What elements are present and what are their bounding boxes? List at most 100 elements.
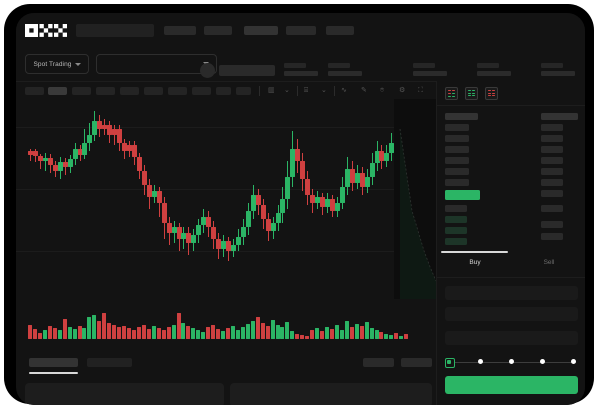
orderbook-row[interactable] (445, 146, 469, 153)
okx-logo-icon[interactable] (25, 24, 67, 37)
volume-bar (394, 333, 399, 339)
candle (364, 99, 370, 299)
slider-step-25[interactable] (478, 359, 483, 364)
candle (28, 99, 33, 299)
candle-body (181, 233, 187, 239)
orderbook-amount (541, 190, 563, 197)
orderbook-row[interactable] (445, 238, 467, 245)
pencil-icon[interactable]: ✎ (361, 87, 367, 94)
nav-item-2[interactable] (204, 26, 232, 35)
timeframe-button-6[interactable] (144, 87, 163, 95)
nav-item-1[interactable] (164, 26, 196, 35)
bottom-panel-2[interactable] (230, 383, 432, 405)
orderbook-best-price[interactable] (445, 190, 480, 200)
nav-item-4[interactable] (286, 26, 316, 35)
slider-handle[interactable] (445, 357, 455, 368)
nav-item-5[interactable] (326, 26, 354, 35)
candle (295, 99, 301, 299)
slider-step-100[interactable] (571, 359, 576, 364)
orderbook-amount (541, 205, 563, 212)
orderbook-row[interactable] (445, 157, 469, 164)
candle-body (151, 191, 157, 197)
timeframe-button-1[interactable] (25, 87, 44, 95)
slider-step-50[interactable] (509, 359, 514, 364)
order-amount-field[interactable] (445, 307, 578, 321)
search-input[interactable] (76, 24, 154, 37)
wave-icon[interactable]: ∿ (341, 87, 347, 94)
orderbook-row[interactable] (445, 216, 467, 223)
order-price-field[interactable] (445, 286, 578, 300)
price-chart[interactable] (16, 99, 436, 299)
candle (181, 99, 187, 299)
volume-bar (245, 324, 250, 339)
chevron-down-icon[interactable]: ⌄ (321, 87, 327, 94)
order-total-field[interactable] (445, 331, 578, 345)
settings-icon[interactable]: ⚙ (399, 87, 406, 94)
candle (52, 99, 58, 299)
orderbook-mode-both[interactable] (445, 87, 458, 100)
orderbook-row[interactable] (445, 227, 467, 234)
orderbook-row[interactable] (445, 168, 469, 175)
candle-body (226, 241, 231, 251)
bottom-tab-1[interactable] (29, 358, 78, 367)
pair-selector[interactable] (96, 54, 217, 74)
tab-sell[interactable]: Sell (543, 259, 555, 266)
candle (275, 99, 281, 299)
timeframe-button-7[interactable] (168, 87, 187, 95)
candle (77, 99, 83, 299)
orderbook-row[interactable] (445, 205, 467, 212)
orderbook-row[interactable] (445, 135, 469, 142)
volume-bar (117, 327, 122, 339)
market-type-selector[interactable]: Spot Trading (25, 54, 89, 74)
camera-icon[interactable]: ⌾ (380, 87, 385, 94)
candlestick-icon[interactable]: ▥ (268, 87, 275, 94)
timeframe-button-8[interactable] (192, 87, 211, 95)
candle-body (275, 213, 281, 223)
volume-bar (196, 330, 201, 339)
orderbook-row[interactable] (445, 179, 469, 186)
candle-body (136, 157, 142, 171)
candle (265, 99, 271, 299)
bottom-tab-2[interactable] (87, 358, 132, 367)
candle (156, 99, 162, 299)
timeframe-button-10[interactable] (236, 87, 251, 95)
orderbook-row[interactable] (445, 124, 469, 131)
candle-body (32, 151, 38, 156)
indicator-icon[interactable]: ⌸ (304, 87, 309, 94)
ticker-stat-value (413, 71, 447, 76)
timeframe-button-9[interactable] (216, 87, 231, 95)
volume-bar (240, 327, 245, 339)
orderbook-mode-buy[interactable] (465, 87, 478, 100)
orderbook-mode-sell[interactable] (485, 87, 498, 100)
chevron-down-icon[interactable]: ⌄ (284, 87, 290, 94)
volume-bar (344, 321, 349, 339)
bottom-panel-1[interactable] (25, 383, 224, 405)
candle (201, 99, 207, 299)
timeframe-button-5[interactable] (120, 87, 139, 95)
orderbook-view-modes (445, 87, 498, 100)
volume-bar (176, 313, 181, 339)
bottom-action-1[interactable] (363, 358, 394, 367)
bottom-action-2[interactable] (401, 358, 432, 367)
volume-bar (97, 321, 102, 339)
volume-bar (250, 321, 255, 339)
ticker-stat-value (541, 71, 575, 76)
candle-body (221, 241, 227, 249)
tab-buy[interactable]: Buy (469, 259, 481, 266)
fullscreen-icon[interactable]: ⛶ (418, 87, 423, 94)
volume-bar (87, 317, 92, 339)
candle (305, 99, 311, 299)
submit-buy-button[interactable] (445, 376, 578, 394)
candle (107, 99, 113, 299)
amount-percent-slider[interactable] (445, 357, 579, 368)
timeframe-button-3[interactable] (72, 87, 91, 95)
ticker-stat-label (541, 63, 563, 68)
timeframe-button-4[interactable] (96, 87, 115, 95)
candle-body (57, 162, 63, 171)
timeframe-button-2[interactable] (48, 87, 67, 95)
slider-step-75[interactable] (540, 359, 545, 364)
nav-item-3[interactable] (244, 26, 278, 35)
candle-body (42, 158, 48, 161)
pair-avatar (200, 63, 215, 78)
